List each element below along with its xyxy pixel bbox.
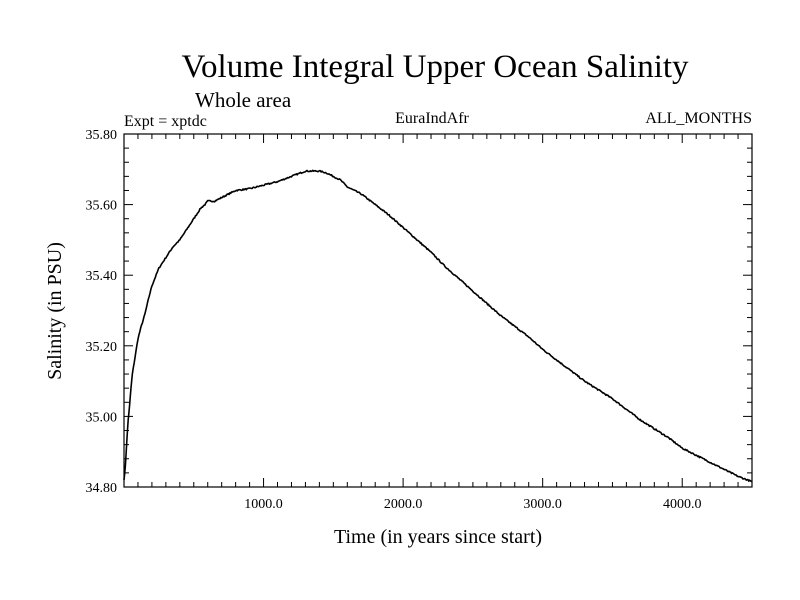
region-label: EuraIndAfr xyxy=(395,110,469,127)
y-axis-label: Salinity (in PSU) xyxy=(44,242,66,380)
y-tick-label: 35.00 xyxy=(86,410,118,425)
x-tick-label: 4000.0 xyxy=(663,497,702,512)
y-tick-label: 35.80 xyxy=(86,128,118,143)
x-tick-label: 1000.0 xyxy=(244,497,283,512)
plot-frame xyxy=(123,133,753,488)
months-label: ALL_MONTHS xyxy=(645,110,752,127)
axis-ticks xyxy=(124,134,752,487)
experiment-label: Expt = xptdc xyxy=(124,113,207,130)
y-tick-label: 35.20 xyxy=(86,340,118,355)
salinity-series-line xyxy=(123,169,753,483)
chart-subtitle: Whole area xyxy=(195,88,292,112)
y-tick-label: 35.40 xyxy=(86,269,118,284)
y-tick-label: 35.60 xyxy=(86,199,118,214)
axis-tick-labels: 1000.0 2000.0 3000.0 4000.0 34.80 35.00 35.20 3… xyxy=(86,128,702,512)
x-tick-label: 2000.0 xyxy=(384,497,423,512)
x-axis-label: Time (in years since start) xyxy=(334,526,542,548)
y-tick-label: 34.80 xyxy=(86,481,118,496)
chart-title: Volume Integral Upper Ocean Salinity xyxy=(181,49,689,85)
x-tick-label: 3000.0 xyxy=(523,497,562,512)
